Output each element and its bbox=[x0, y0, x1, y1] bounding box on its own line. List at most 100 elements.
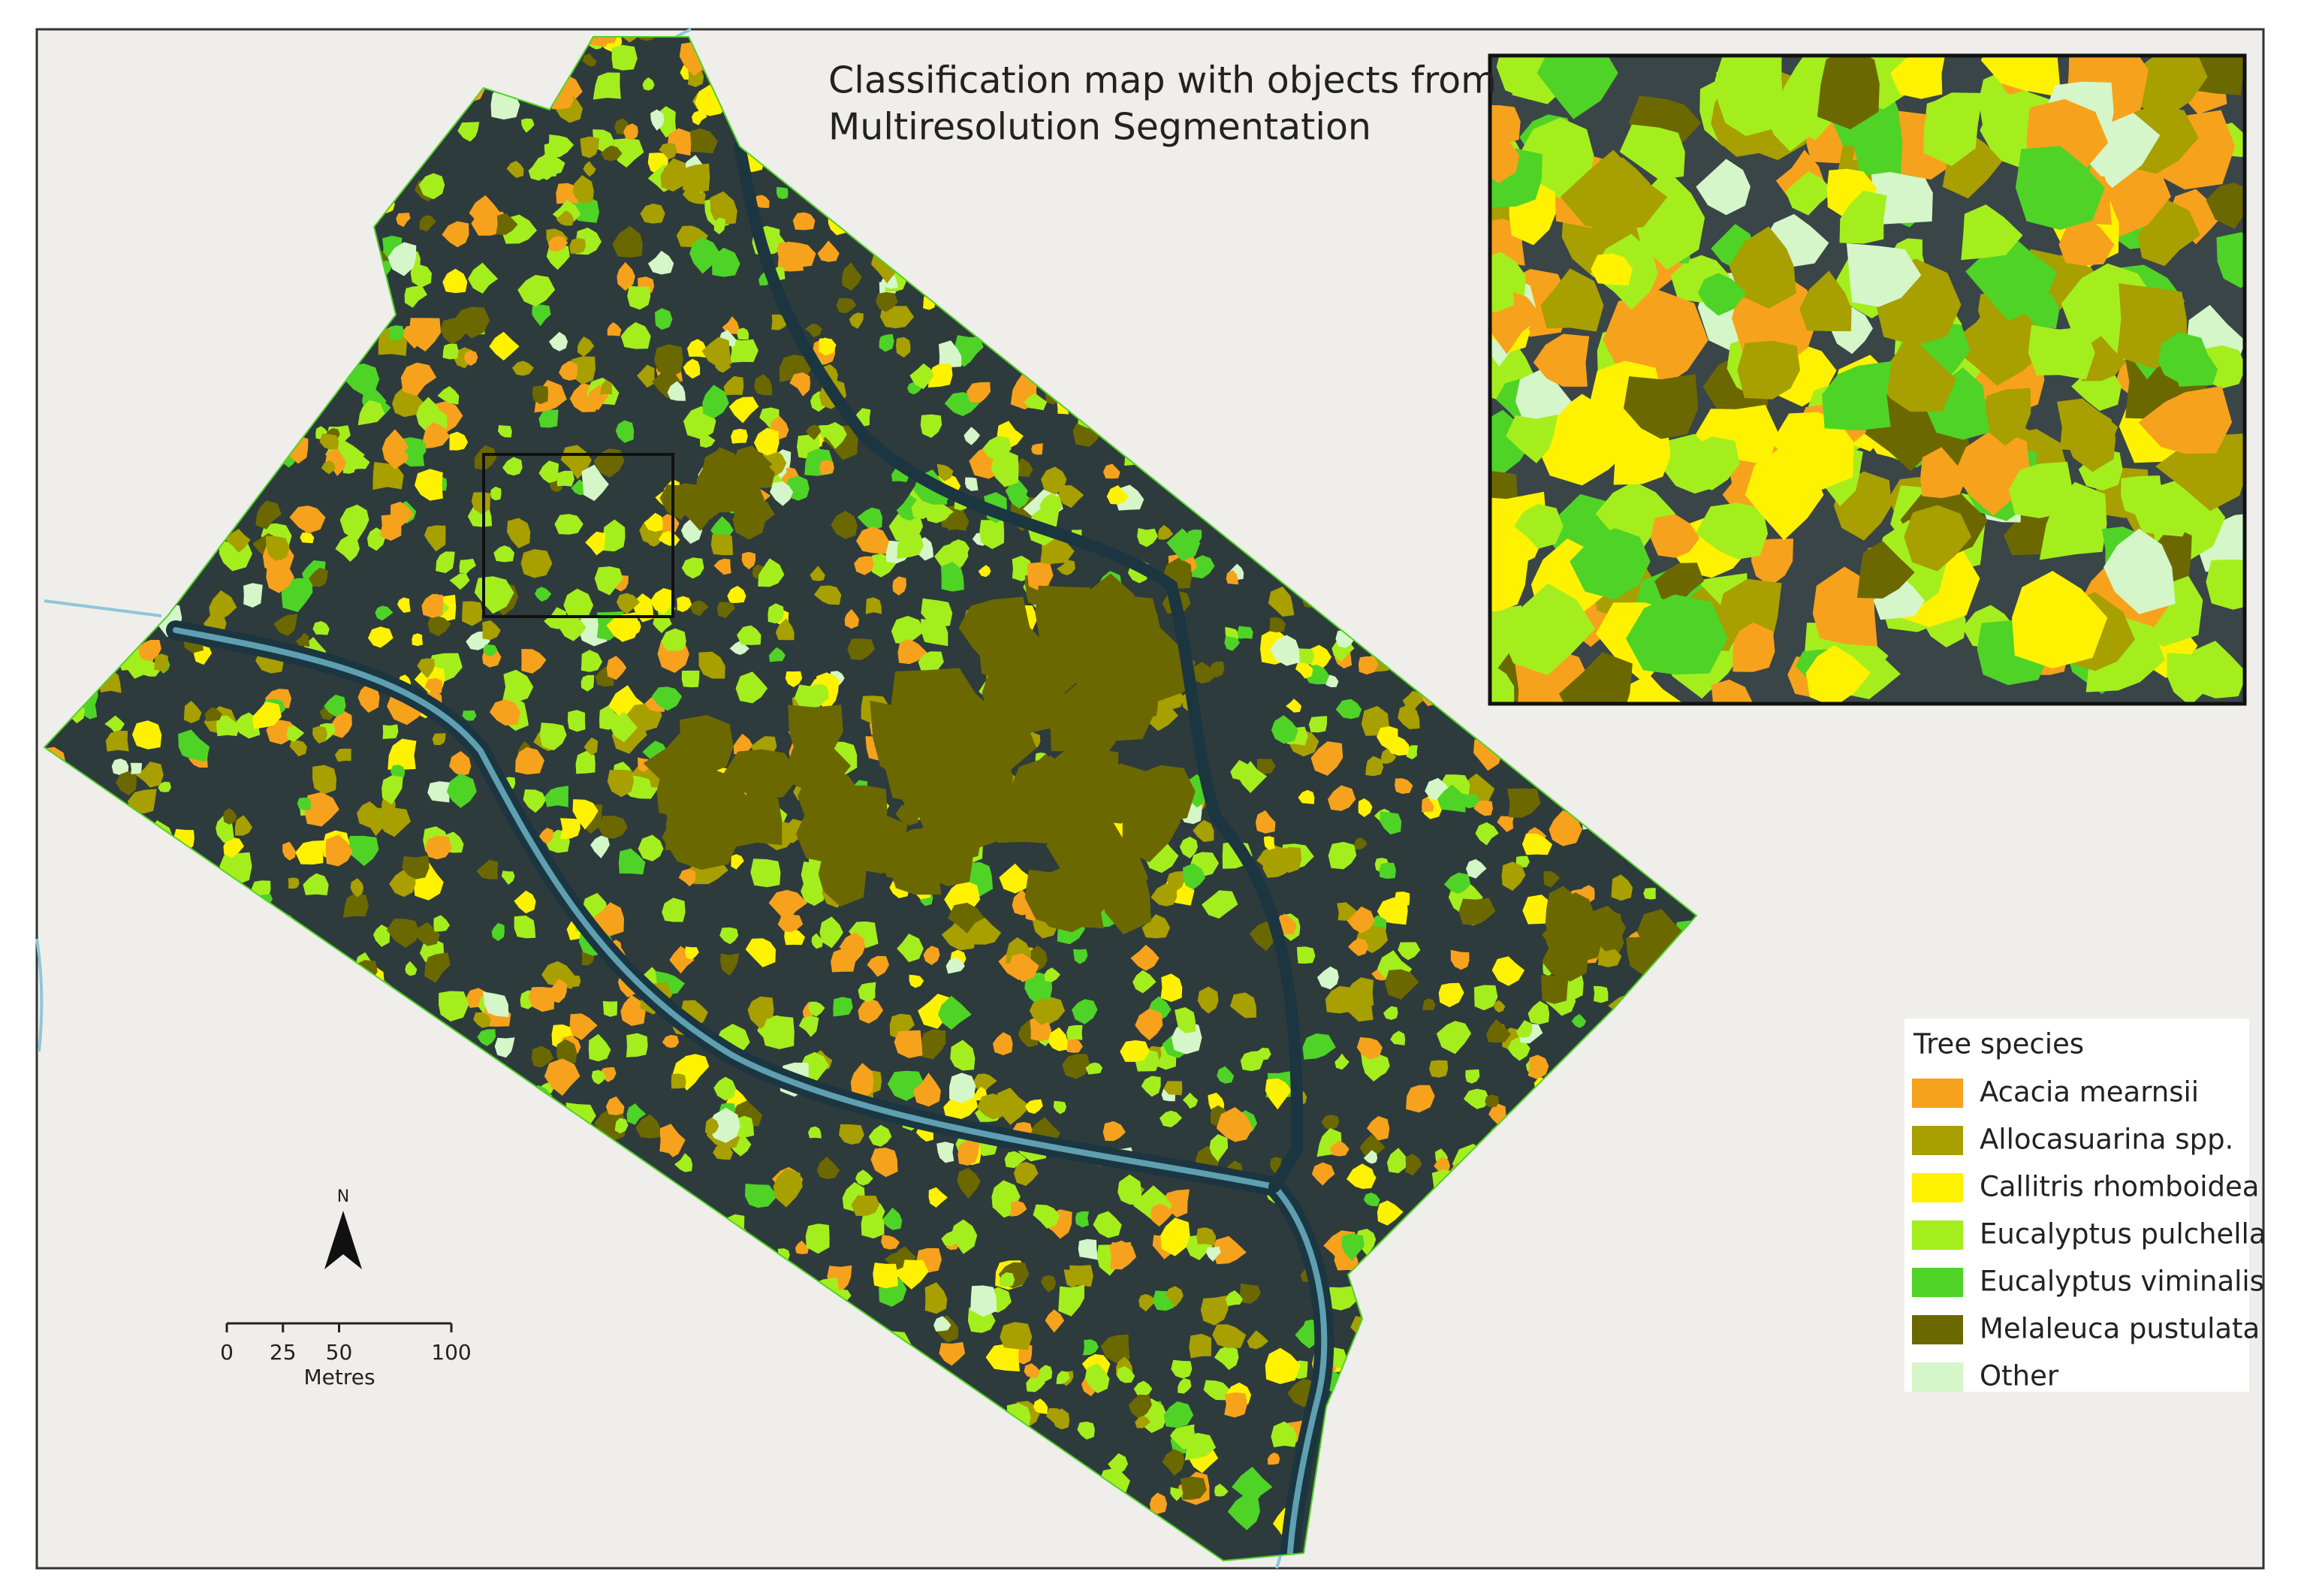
segment-object bbox=[1545, 885, 1583, 933]
segment-object bbox=[842, 262, 862, 291]
inset-locator bbox=[482, 453, 674, 618]
segment-object bbox=[289, 505, 326, 534]
segment-object bbox=[951, 1219, 978, 1254]
segment-object bbox=[127, 789, 157, 814]
segment-object bbox=[581, 464, 609, 502]
segment-object bbox=[473, 1012, 491, 1028]
segment-object bbox=[381, 429, 410, 469]
segment-object bbox=[410, 264, 432, 288]
segment-object bbox=[437, 386, 460, 405]
segment-object bbox=[2167, 653, 2226, 704]
segment-object bbox=[1269, 617, 1286, 632]
segment-object bbox=[594, 566, 623, 596]
segment-object bbox=[891, 668, 981, 756]
segment-object bbox=[436, 551, 455, 574]
segment-object bbox=[1058, 1284, 1084, 1317]
segment-object bbox=[1237, 761, 1268, 793]
segment-object bbox=[870, 1148, 898, 1178]
segment-object bbox=[2121, 475, 2162, 517]
segment-object bbox=[1591, 253, 1633, 286]
segment-object bbox=[808, 1001, 825, 1017]
segment-object bbox=[1325, 1286, 1359, 1311]
segment-object bbox=[482, 620, 501, 641]
segment-object bbox=[397, 597, 411, 613]
segment-object bbox=[1385, 969, 1419, 1000]
segment-object bbox=[1335, 698, 1362, 720]
segment-object bbox=[506, 161, 524, 178]
segment-object bbox=[957, 1168, 981, 1199]
segment-object bbox=[1048, 1027, 1068, 1051]
segment-object bbox=[548, 235, 568, 252]
segment-object bbox=[1549, 810, 1582, 846]
segment-object bbox=[514, 916, 536, 939]
segment-object bbox=[897, 529, 924, 559]
segment-object bbox=[1527, 1054, 1549, 1080]
segment-object bbox=[685, 946, 699, 960]
segment-object bbox=[289, 739, 307, 757]
segment-object bbox=[650, 588, 674, 615]
segment-object bbox=[1491, 956, 1525, 986]
segment-object bbox=[389, 869, 416, 898]
segment-object bbox=[1189, 1333, 1211, 1359]
segment-object bbox=[607, 322, 622, 336]
segment-object bbox=[1571, 1014, 1587, 1028]
segment-object bbox=[674, 1153, 693, 1172]
segment-object bbox=[948, 902, 985, 934]
segment-object bbox=[733, 345, 750, 361]
segment-object bbox=[1064, 1039, 1083, 1053]
segment-object bbox=[727, 585, 746, 604]
segment-object bbox=[1214, 1345, 1239, 1371]
segment-object bbox=[2103, 528, 2176, 614]
segment-object bbox=[1406, 1085, 1435, 1113]
segment-object bbox=[1651, 514, 1700, 558]
segment-object bbox=[580, 136, 600, 158]
segment-object bbox=[1130, 944, 1160, 971]
segment-object bbox=[1182, 1092, 1199, 1109]
segment-object bbox=[1434, 1157, 1450, 1174]
segment-object bbox=[548, 134, 574, 158]
segment-object bbox=[1515, 369, 1572, 424]
segment-object bbox=[678, 868, 696, 887]
segment-object bbox=[295, 840, 325, 865]
segment-object bbox=[1873, 334, 1957, 412]
segment-object bbox=[1255, 810, 1276, 834]
segment-object bbox=[1766, 88, 1813, 152]
segment-object bbox=[433, 915, 450, 932]
segment-object bbox=[1514, 504, 1564, 549]
segment-object bbox=[578, 336, 595, 357]
scale-label: 25 bbox=[270, 1340, 297, 1365]
segment-object bbox=[538, 828, 553, 845]
segment-object bbox=[1033, 1398, 1048, 1414]
segment-object bbox=[474, 445, 497, 470]
segment-object bbox=[1025, 1099, 1043, 1115]
scale-label: 50 bbox=[326, 1340, 353, 1365]
segment-object bbox=[973, 1073, 997, 1093]
segment-object bbox=[539, 723, 567, 751]
segment-object bbox=[572, 195, 599, 223]
segment-object bbox=[867, 955, 889, 977]
segment-object bbox=[386, 919, 420, 948]
segment-object bbox=[380, 514, 402, 542]
segment-object bbox=[979, 520, 1005, 550]
segment-object bbox=[1013, 1161, 1039, 1186]
segment-object bbox=[719, 927, 739, 945]
segment-object bbox=[1328, 841, 1357, 870]
segment-object bbox=[330, 710, 352, 738]
segment-object bbox=[521, 118, 535, 133]
segment-object bbox=[1058, 484, 1084, 508]
segment-object bbox=[531, 1045, 554, 1068]
segment-object bbox=[941, 1231, 961, 1247]
segment-object bbox=[502, 457, 523, 476]
segment-object bbox=[1265, 1347, 1301, 1384]
segment-object bbox=[620, 321, 651, 349]
segment-object bbox=[808, 1126, 822, 1139]
segment-object bbox=[417, 658, 435, 679]
segment-object bbox=[884, 1251, 905, 1272]
segment-object bbox=[606, 612, 640, 642]
segment-object bbox=[1398, 704, 1420, 729]
segment-object bbox=[801, 877, 825, 907]
segment-object bbox=[367, 626, 394, 648]
segment-object bbox=[538, 409, 559, 428]
segment-object bbox=[602, 519, 626, 552]
segment-object bbox=[325, 448, 347, 476]
